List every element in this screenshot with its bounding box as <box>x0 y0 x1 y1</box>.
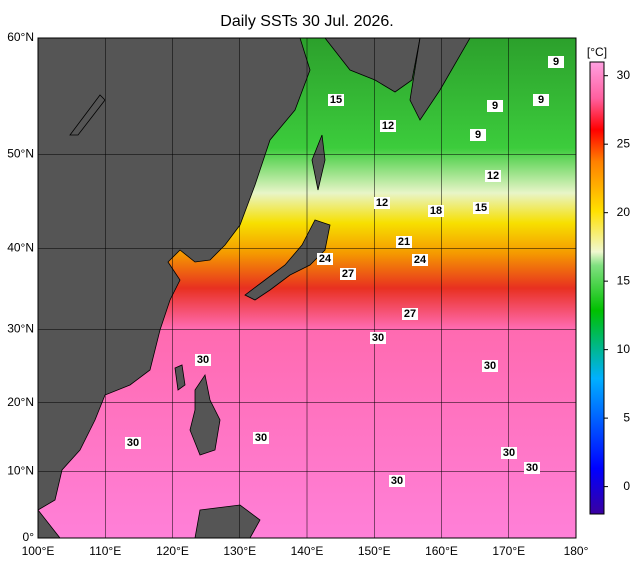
contour-label: 15 <box>475 202 487 214</box>
contour-label: 30 <box>127 437 139 449</box>
colorbar <box>589 61 605 515</box>
contour-label: 9 <box>475 129 481 141</box>
title: Daily SSTs 30 Jul. 2026. <box>220 13 393 30</box>
contour-label: 24 <box>319 253 332 265</box>
contour-label: 30 <box>526 462 538 474</box>
colorbar-unit: [°C] <box>587 45 607 59</box>
contour-label-bg <box>428 205 444 217</box>
contour-label: 27 <box>404 308 416 320</box>
contour-label-bg <box>470 129 486 141</box>
contour-label: 21 <box>398 236 410 248</box>
x-tick-label: 150°E <box>358 544 391 558</box>
contour-label-bg <box>412 254 428 266</box>
colorbar-tick-label: 20 <box>617 205 631 219</box>
y-tick-label: 0° <box>23 530 35 544</box>
land <box>38 38 471 538</box>
colorbar-tick-label: 25 <box>617 136 631 150</box>
contour-label-bg <box>317 253 333 265</box>
contour-label: 15 <box>330 94 342 106</box>
contour-label-bg <box>533 94 549 106</box>
y-tick-label: 60°N <box>7 30 34 44</box>
colorbar-tick-label: 30 <box>617 68 631 82</box>
contour-label: 30 <box>503 447 515 459</box>
x-tick-label: 110°E <box>89 544 121 558</box>
contour-label-bg <box>380 120 396 132</box>
contour-label-bg <box>501 447 517 459</box>
contour-label-bg <box>487 100 503 112</box>
contour-label-bg <box>485 170 501 182</box>
y-tick-label: 30°N <box>7 322 34 336</box>
contour-label: 12 <box>382 120 394 132</box>
colorbar-tick-label: 10 <box>617 342 631 356</box>
y-tick-label: 20°N <box>7 395 34 409</box>
x-tick-label: 100°E <box>22 544 55 558</box>
contour-label-bg <box>389 475 405 487</box>
x-tick-label: 160°E <box>425 544 458 558</box>
contour-label-bg <box>482 360 498 372</box>
contour-label: 24 <box>414 254 427 266</box>
contour-label-bg <box>473 202 489 214</box>
contour-label-bg <box>370 332 386 344</box>
contour-label-bg <box>402 308 418 320</box>
colorbar-tick-label: 0 <box>623 479 630 493</box>
colorbar-tick-label: 5 <box>623 410 630 424</box>
x-tick-label: 120°E <box>156 544 189 558</box>
contour-label: 9 <box>492 100 498 112</box>
contour-label: 30 <box>391 475 403 487</box>
contour-label-bg <box>328 94 344 106</box>
contour-label-bg <box>374 197 390 209</box>
y-tick-label: 10°N <box>7 464 34 478</box>
contour-label-bg <box>548 56 564 68</box>
contour-label-bg <box>253 432 269 444</box>
contour-label-bg <box>396 236 412 248</box>
x-tick-label: 180° <box>564 544 589 558</box>
contour-label-bg <box>125 437 141 449</box>
contour-label: 9 <box>538 94 544 106</box>
colorbar-tick-label: 15 <box>617 273 631 287</box>
y-tick-label: 40°N <box>7 241 34 255</box>
contour-label: 30 <box>255 432 267 444</box>
y-tick-label: 50°N <box>7 146 34 160</box>
contour-label-bg <box>340 268 356 280</box>
x-tick-label: 130°E <box>223 544 256 558</box>
contour-label-bg <box>195 354 211 366</box>
contour-label: 9 <box>553 56 559 68</box>
x-tick-label: 140°E <box>291 544 324 558</box>
contour-label: 30 <box>484 360 496 372</box>
contour-label: 30 <box>372 332 384 344</box>
contour-label: 27 <box>342 268 354 280</box>
contour-label: 18 <box>430 205 442 217</box>
contour-label: 12 <box>487 170 499 182</box>
x-tick-label: 170°E <box>492 544 525 558</box>
contour-label: 30 <box>197 354 209 366</box>
contour-label: 12 <box>376 197 388 209</box>
contour-label-bg <box>524 462 540 474</box>
